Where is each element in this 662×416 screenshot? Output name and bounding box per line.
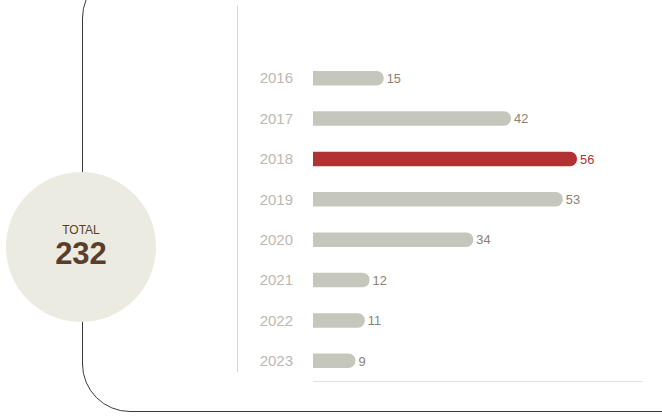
svg-text:9: 9 <box>358 354 365 369</box>
svg-text:2017: 2017 <box>260 110 293 127</box>
svg-text:2021: 2021 <box>260 271 293 288</box>
svg-text:56: 56 <box>580 152 594 167</box>
html-text:TOTAL: TOTAL <box>62 223 100 237</box>
svg-text:2022: 2022 <box>260 312 293 329</box>
html-text:232: 232 <box>55 236 107 271</box>
svg-text:34: 34 <box>476 232 490 247</box>
svg-text:42: 42 <box>514 111 528 126</box>
svg-text:53: 53 <box>566 192 580 207</box>
svg-text:15: 15 <box>387 71 401 86</box>
svg-text:11: 11 <box>368 313 381 328</box>
svg-text:12: 12 <box>373 273 387 288</box>
svg-text:2019: 2019 <box>260 191 293 208</box>
svg-text:2018: 2018 <box>260 150 293 167</box>
svg-text:2023: 2023 <box>260 352 293 369</box>
svg-text:2016: 2016 <box>260 69 293 86</box>
svg-text:2020: 2020 <box>260 231 293 248</box>
